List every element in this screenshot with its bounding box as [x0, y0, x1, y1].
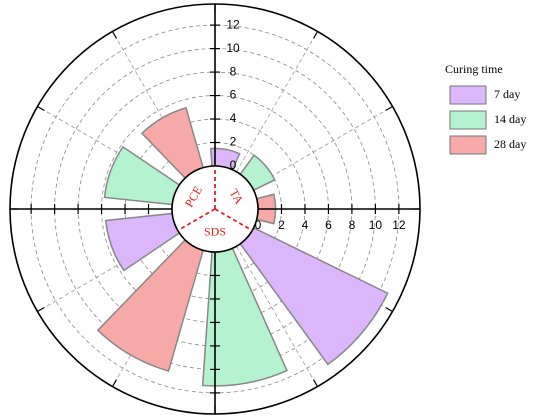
legend-swatch [449, 110, 487, 130]
outer-tick [37, 306, 45, 313]
r-tick-label: 6 [325, 218, 332, 232]
r-tick-label: 6 [230, 88, 237, 102]
outer-tick [111, 31, 118, 39]
r-tick-label: 2 [230, 135, 237, 149]
outer-tick [312, 379, 319, 387]
spoke [252, 106, 393, 188]
category-label: TA [227, 187, 247, 207]
spoke [236, 246, 318, 387]
divider [214, 208, 253, 232]
legend-title: Curing time [445, 62, 503, 76]
spoke [37, 106, 178, 188]
outer-tick [37, 105, 45, 112]
outer-tick [385, 105, 393, 112]
legend-label: 14 day [494, 112, 526, 126]
divider [177, 208, 216, 232]
r-tick-label: 4 [230, 111, 237, 125]
legend-label: 28 day [494, 137, 526, 151]
spoke [112, 31, 194, 172]
spoke [37, 230, 178, 312]
legend-swatch [449, 85, 487, 105]
outer-tick [312, 31, 319, 39]
r-tick-label: 12 [392, 218, 406, 232]
legend-swatch [449, 135, 487, 155]
legend-label: 7 day [494, 87, 520, 101]
r-tick-label: 8 [349, 218, 356, 232]
outer-tick [385, 306, 393, 313]
outer-tick [111, 379, 118, 387]
r-tick-label: 10 [369, 218, 383, 232]
spoke [236, 31, 318, 172]
r-tick-label: 12 [226, 17, 240, 31]
r-tick-label: 2 [278, 218, 285, 232]
r-tick-label: 10 [226, 41, 240, 55]
r-tick-label: 4 [302, 218, 309, 232]
r-tick-label: 0 [255, 218, 262, 232]
r-tick-label: 8 [230, 64, 237, 78]
category-label: SDS [204, 224, 226, 238]
r-tick-label: 0 [230, 158, 237, 172]
